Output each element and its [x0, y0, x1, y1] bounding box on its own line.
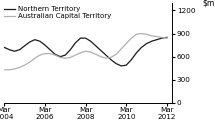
Y-axis label: $m: $m: [203, 0, 215, 8]
Legend: Northern Territory, Australian Capital Territory: Northern Territory, Australian Capital T…: [5, 6, 111, 19]
